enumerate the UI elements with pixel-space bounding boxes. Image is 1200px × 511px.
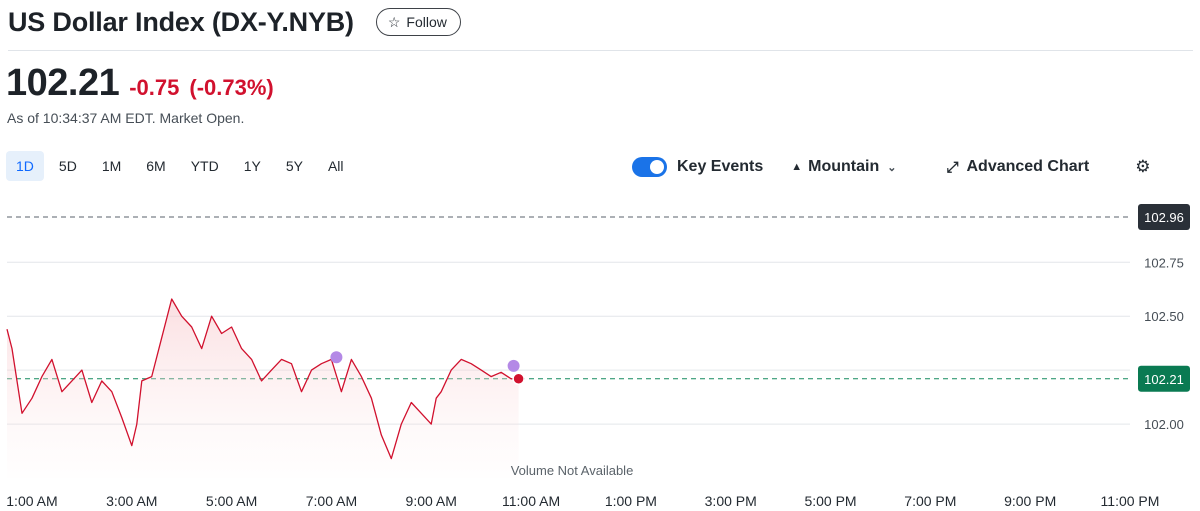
x-tick-label: 5:00 AM [206,493,257,509]
follow-button[interactable]: ☆ Follow [375,8,461,36]
chart-area-group [6,298,519,478]
range-5d[interactable]: 5D [58,158,77,174]
price-line [6,298,519,460]
range-1m[interactable]: 1M [101,158,122,174]
header-divider [8,50,1193,51]
chart-controls: Key Events ▲ Mountain ⌄ ⤢ Advanced Chart… [632,151,1150,183]
range-selector: 1D 5D 1M 6M YTD 1Y 5Y All [6,151,359,181]
title-row: US Dollar Index (DX-Y.NYB) ☆ Follow [8,2,461,42]
price-area [7,299,519,478]
x-tick-label: 7:00 AM [306,493,357,509]
advanced-chart-button[interactable]: ⤢ Advanced Chart [946,158,1089,176]
x-tick-label: 1:00 PM [605,493,657,509]
range-6m[interactable]: 6M [146,158,166,174]
chart-type-label: Mountain [808,158,880,175]
follow-label: Follow [406,14,447,30]
current-price-badge [1138,365,1190,392]
chart-labels: 102.00102.25102.50102.75102.96102.211:00… [6,204,1190,509]
chart-marks [330,351,525,386]
x-tick-label: 3:00 AM [106,493,157,509]
page-title: US Dollar Index (DX-Y.NYB) [8,6,354,37]
key-event-marker [507,359,520,372]
y-tick-label: 102.75 [1144,255,1184,270]
mountain-icon: ▲ [791,161,803,173]
previous-close-badge [1138,204,1190,230]
x-tick-label: 11:00 AM [502,493,560,509]
advanced-chart-label: Advanced Chart [966,158,1090,175]
y-tick-label: 102.00 [1144,417,1184,432]
previous-close-label: 102.96 [1144,210,1184,225]
price-value: 102.21 [6,62,120,104]
range-ytd[interactable]: YTD [190,158,219,174]
chevron-down-icon: ⌄ [887,161,897,174]
expand-icon: ⤢ [946,158,959,176]
x-tick-label: 9:00 PM [1004,493,1056,509]
range-5y[interactable]: 5Y [285,158,303,174]
price-change-percent: (-0.73%) [189,75,274,100]
x-tick-label: 7:00 PM [904,493,956,509]
x-tick-label: 9:00 AM [406,493,457,509]
price-chart[interactable]: 102.00102.25102.50102.75102.96102.211:00… [0,195,1200,511]
range-all[interactable]: All [327,158,344,174]
toggle-knob [650,160,664,174]
range-1d[interactable]: 1D [6,151,44,181]
quote-timestamp: As of 10:34:37 AM EDT. Market Open. [7,110,245,126]
range-1y[interactable]: 1Y [243,158,261,174]
key-events-toggle[interactable] [632,157,667,177]
gear-icon[interactable]: ⚙ [1135,157,1151,176]
y-tick-label: 102.50 [1144,309,1184,324]
x-tick-label: 1:00 AM [6,493,57,509]
key-events-label: Key Events [677,158,764,175]
current-price-dot [512,372,525,386]
x-tick-label: 3:00 PM [705,493,757,509]
price-change: -0.75 [129,75,180,100]
chart-type-dropdown[interactable]: ▲ Mountain ⌄ [791,158,896,176]
x-tick-label: 5:00 PM [804,493,856,509]
x-tick-label: 11:00 PM [1101,493,1160,509]
quote-row: 102.21 -0.75 (-0.73%) [6,62,274,105]
star-icon: ☆ [387,13,401,30]
current-price-label: 102.21 [1144,372,1184,387]
key-event-marker [330,351,343,364]
volume-note: Volume Not Available [511,463,634,478]
